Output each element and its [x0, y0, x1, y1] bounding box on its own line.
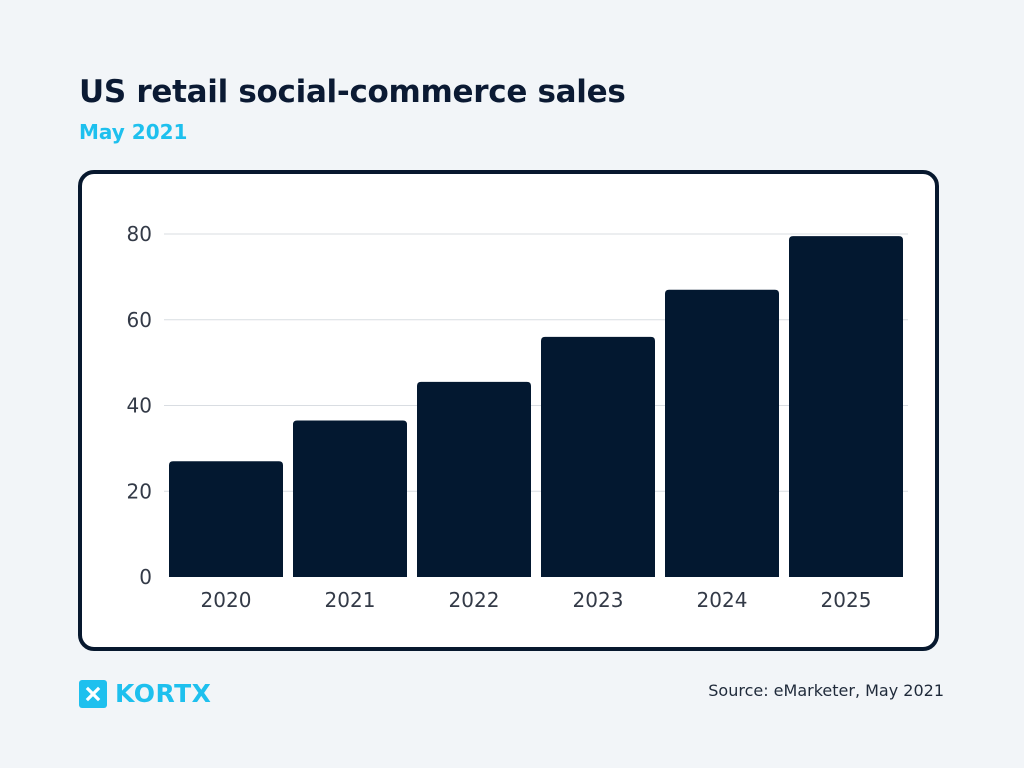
bar-2025: [789, 236, 903, 578]
bar-2022: [417, 381, 531, 577]
source-note: Source: eMarketer, May 2021: [708, 681, 944, 700]
x-tick-label: 2020: [201, 588, 252, 612]
x-tick-label: 2021: [325, 588, 376, 612]
x-tick-label: 2024: [697, 588, 748, 612]
chart-subtitle: May 2021: [79, 120, 188, 144]
bar-2020: [169, 461, 283, 577]
y-tick-label: 40: [127, 394, 152, 418]
brand-logo: KORTX: [79, 679, 211, 708]
bar-2024: [665, 289, 779, 577]
bar-2021: [293, 420, 407, 577]
x-tick-label: 2025: [821, 588, 872, 612]
chart-card: 0 20 40 60 80 2020 2021 2022 2023 2024 2025: [78, 170, 939, 651]
chart-title: US retail social-commerce sales: [79, 74, 626, 110]
x-logo-icon: [79, 679, 107, 708]
x-tick-label: 2022: [449, 588, 500, 612]
y-tick-label: 80: [127, 222, 152, 246]
brand-name: KORTX: [115, 679, 212, 708]
bar-2023: [541, 336, 655, 577]
x-tick-label: 2023: [573, 588, 624, 612]
y-tick-label: 60: [127, 308, 152, 332]
bar-chart: 0 20 40 60 80 2020 2021 2022 2023 2024 2025: [127, 222, 908, 612]
y-tick-label: 20: [127, 479, 152, 503]
y-tick-label: 0: [139, 565, 152, 589]
